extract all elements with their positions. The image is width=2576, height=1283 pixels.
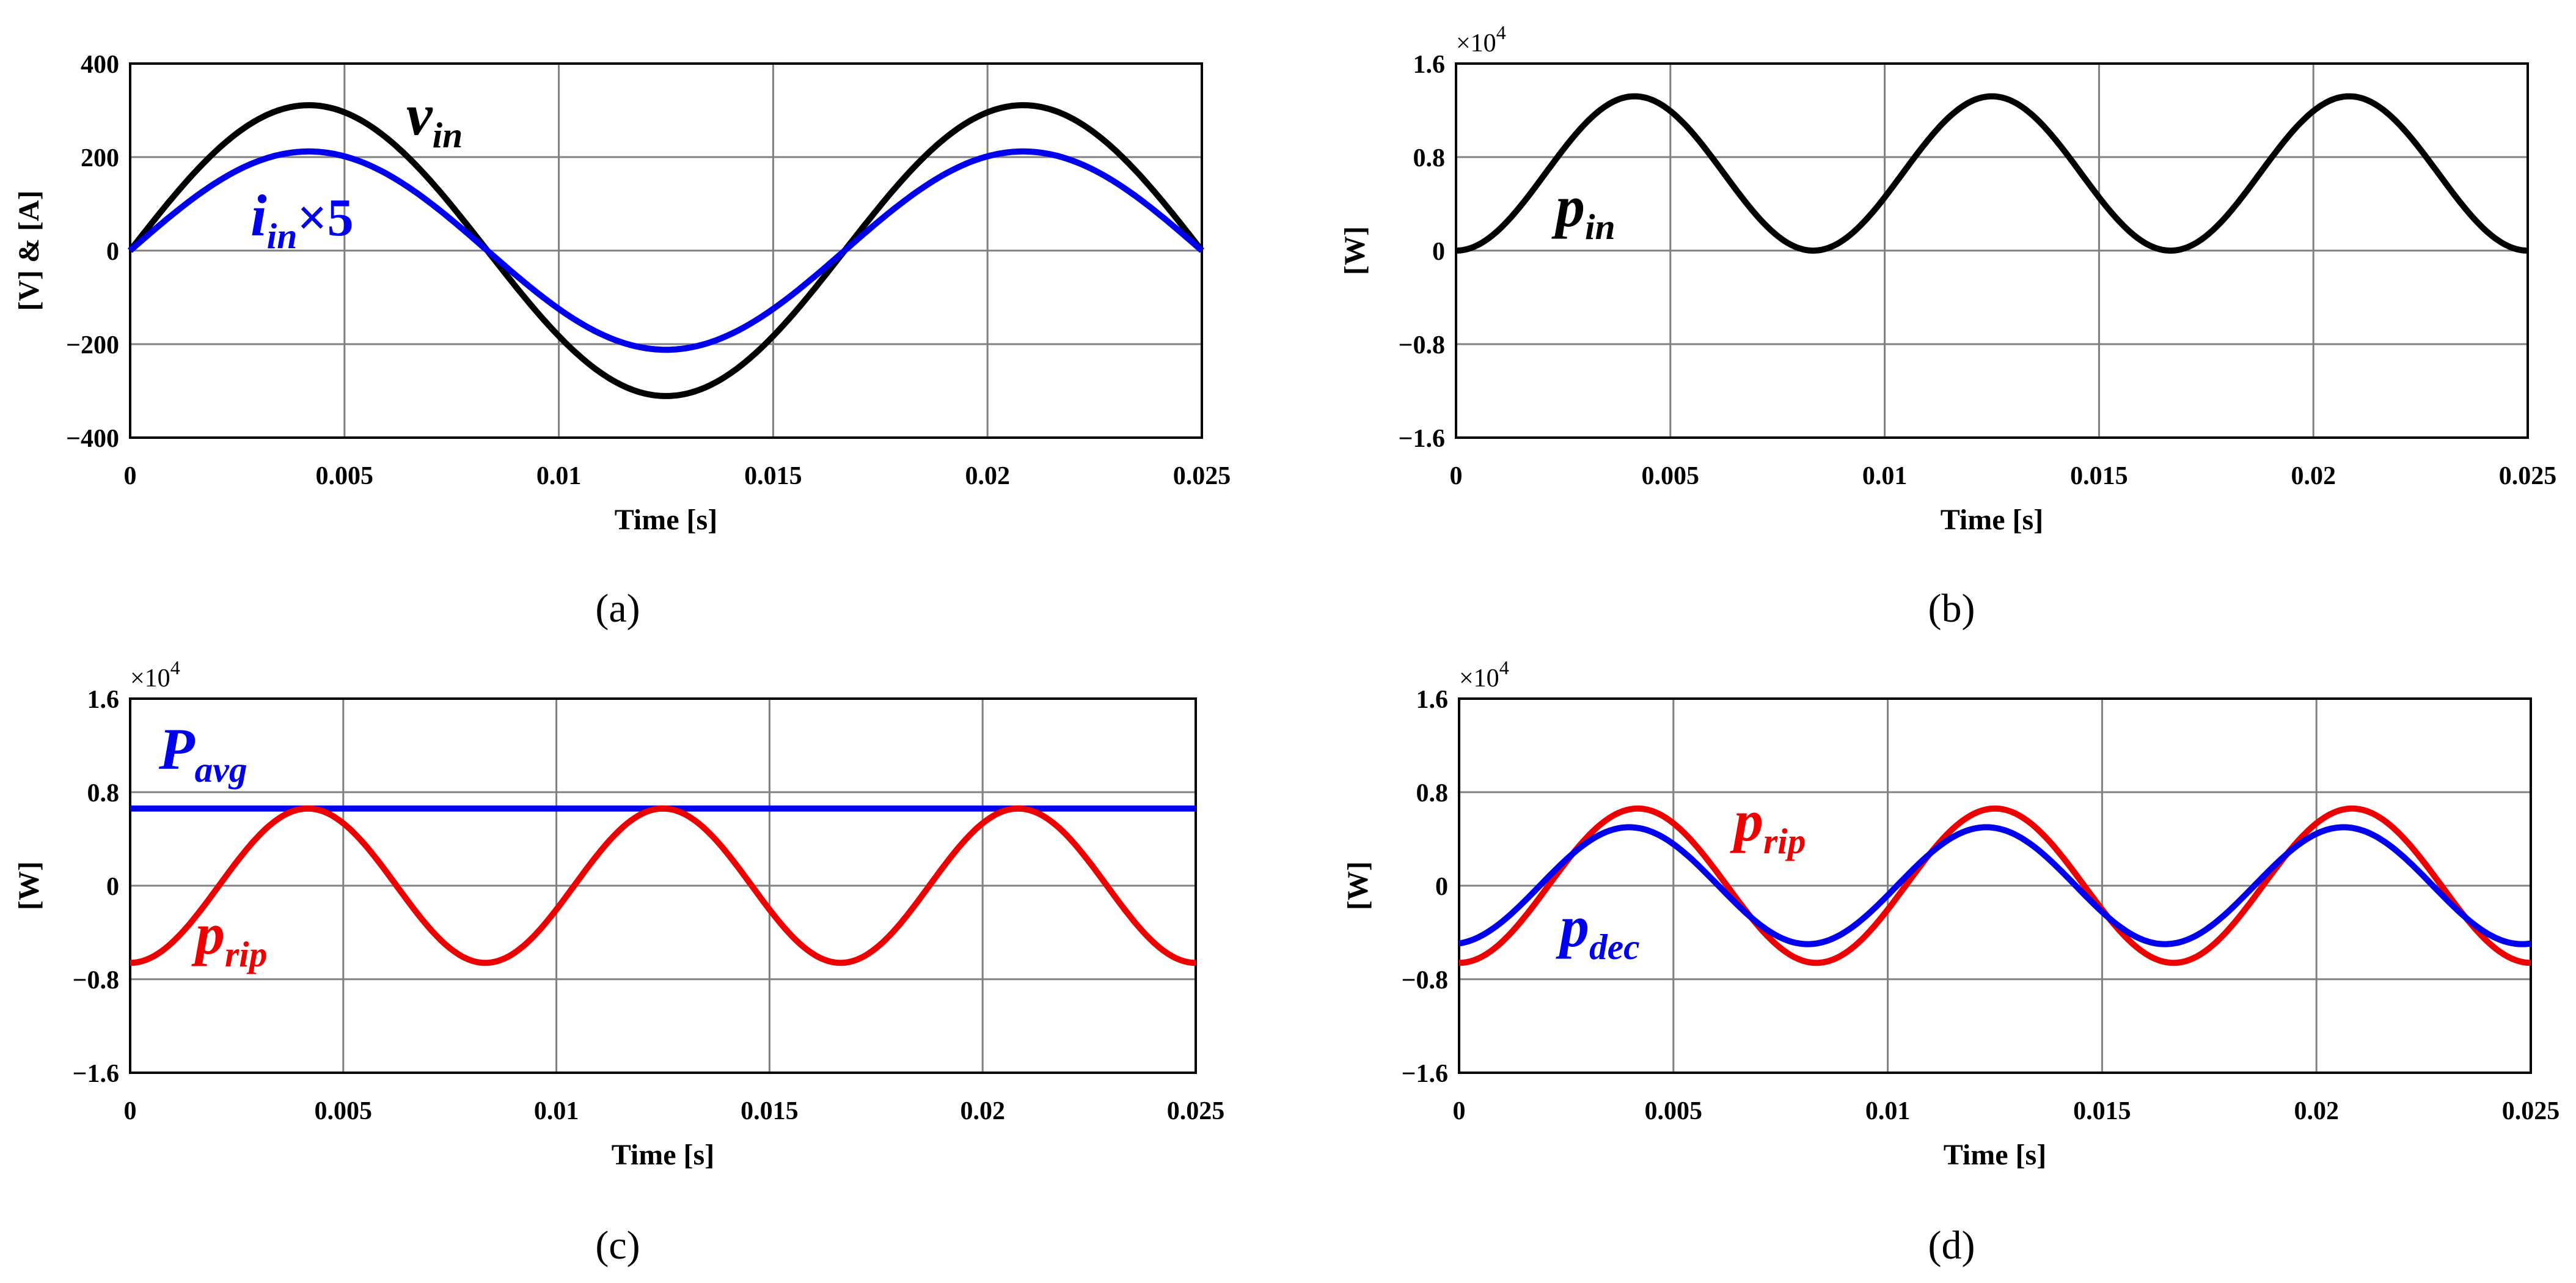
axis-multiplier: ×104: [130, 656, 180, 693]
x-axis-label: Time [s]: [1944, 1139, 2046, 1171]
panel-c: 0 0.005 0.01 0.015 0.02 0.025 1.6 0.8 0 −0.8 −1.6 T…: [13, 656, 1224, 1268]
x-tick-label: 0: [124, 1097, 137, 1125]
y-tick-label: −1.6: [1402, 1060, 1448, 1088]
y-tick-label: 0: [106, 238, 119, 266]
series-annotation-subscript: rip: [225, 934, 267, 974]
y-tick-label: −1.6: [73, 1060, 119, 1088]
series-annotation: pin: [1551, 174, 1615, 247]
series-line-p-in: [1455, 93, 2529, 254]
x-tick-label: 0.025: [1167, 1097, 1225, 1125]
panel-b: 0 0.005 0.01 0.015 0.02 0.025 1.6 0.8 0 −0.8 −1.6 T…: [1339, 21, 2556, 631]
x-tick-label: 0.015: [2070, 462, 2128, 490]
x-tick-label: 0.015: [741, 1097, 799, 1125]
x-tick-label: 0.005: [316, 462, 374, 490]
x-tick-label: 0.02: [2294, 1097, 2339, 1125]
y-tick-label: 1.6: [1413, 51, 1446, 79]
y-tick-label: 0.8: [87, 779, 120, 807]
series-annotation-subscript: dec: [1589, 927, 1640, 967]
axis-multiplier: ×104: [1456, 21, 1506, 57]
x-tick-label: 0.02: [2291, 462, 2336, 490]
x-tick-label: 0.005: [1642, 462, 1700, 490]
series-annotation: prip: [191, 901, 267, 974]
y-tick-label: −400: [66, 425, 119, 453]
y-tick-label: 200: [81, 144, 119, 172]
y-tick-label: −0.8: [1402, 966, 1448, 994]
panel-caption: (c): [595, 1223, 640, 1268]
series-annotation-subscript: avg: [195, 749, 247, 790]
panel-caption: (a): [595, 586, 640, 631]
axis-multiplier-exponent: 4: [1499, 656, 1509, 678]
axis-multiplier-exponent: 4: [170, 656, 180, 678]
y-axis-label: [V] & [A]: [13, 190, 45, 311]
x-axis-label: Time [s]: [1941, 504, 2043, 536]
y-tick-label: 0: [106, 873, 119, 901]
series-annotation-suffix: ×5: [297, 188, 353, 247]
series-annotation: vin: [406, 82, 463, 155]
x-tick-label: 0.005: [1645, 1097, 1703, 1125]
plot-frame: [1458, 697, 2532, 1074]
panel-d: 0 0.005 0.01 0.015 0.02 0.025 1.6 0.8 0 −0.8 −1.6 T…: [1342, 656, 2560, 1268]
panel-a: 0 0.005 0.01 0.015 0.02 0.025 400 200 0 −200 −400 T…: [13, 51, 1231, 631]
x-tick-label: 0.005: [315, 1097, 373, 1125]
x-tick-label: 0: [1453, 1097, 1466, 1125]
x-tick-label: 0.015: [2073, 1097, 2131, 1125]
y-tick-label: −1.6: [1399, 425, 1445, 453]
y-axis-label: [W]: [1339, 226, 1371, 275]
y-tick-label: 0: [1432, 238, 1445, 266]
panel-caption: (d): [1928, 1223, 1975, 1268]
x-tick-label: 0.01: [1862, 462, 1908, 490]
x-tick-label: 0.01: [1865, 1097, 1911, 1125]
series-annotation: prip: [1730, 788, 1806, 861]
series-line-p-dec: [1458, 824, 2532, 947]
series-line-v-in: [128, 102, 1204, 399]
x-tick-label: 0.025: [1173, 462, 1231, 490]
x-tick-label: 0.025: [2499, 462, 2557, 490]
series-annotation-subscript: in: [433, 115, 463, 155]
x-axis-label: Time [s]: [615, 504, 717, 536]
y-axis-label: [W]: [13, 861, 45, 910]
x-tick-label: 0.02: [965, 462, 1010, 490]
x-axis-label: Time [s]: [612, 1139, 714, 1171]
x-tick-label: 0: [1450, 462, 1463, 490]
series-annotation: pdec: [1556, 894, 1640, 967]
x-tick-label: 0: [124, 462, 137, 490]
series-line-p-rip: [129, 805, 1197, 966]
x-tick-label: 0.01: [536, 462, 582, 490]
y-tick-label: 1.6: [1416, 686, 1449, 714]
plot-frame: [129, 697, 1197, 1074]
panel-caption: (b): [1928, 586, 1975, 631]
x-tick-label: 0.015: [744, 462, 802, 490]
y-tick-label: 1.6: [87, 686, 120, 714]
series-annotation: iin×5: [251, 183, 354, 256]
y-tick-label: 0.8: [1416, 779, 1449, 807]
series-annotation-subscript: in: [267, 216, 298, 256]
series-annotation-subscript: rip: [1763, 821, 1806, 861]
y-tick-label: −200: [66, 331, 119, 359]
x-tick-label: 0.02: [960, 1097, 1005, 1125]
y-tick-label: −0.8: [73, 966, 119, 994]
y-tick-label: −0.8: [1399, 331, 1445, 359]
series-line-i-in-x-5: [128, 148, 1204, 353]
x-tick-label: 0.01: [534, 1097, 579, 1125]
series-line-p-rip: [1458, 805, 2532, 966]
x-tick-label: 0.025: [2502, 1097, 2560, 1125]
y-tick-label: 0.8: [1413, 144, 1446, 172]
series-annotation: Pavg: [158, 716, 247, 790]
y-tick-label: 400: [81, 51, 119, 79]
axis-multiplier: ×104: [1459, 656, 1509, 693]
y-axis-label: [W]: [1342, 861, 1374, 910]
y-tick-label: 0: [1435, 873, 1448, 901]
series-annotation-subscript: in: [1585, 207, 1615, 247]
axis-multiplier-exponent: 4: [1496, 21, 1506, 43]
